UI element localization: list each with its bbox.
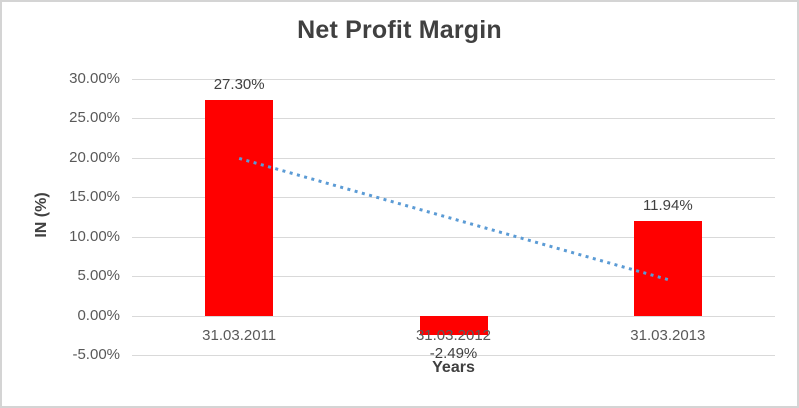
- x-tick-label: 31.03.2012: [415, 327, 492, 344]
- bar-value-label: 27.30%: [213, 76, 265, 94]
- x-axis-title: Years: [432, 359, 475, 376]
- x-tick-label: 31.03.2011: [202, 327, 277, 344]
- y-tick-label: 25.00%: [69, 109, 120, 127]
- bar-value-label: 11.94%: [642, 197, 693, 215]
- y-tick-label: 15.00%: [69, 188, 120, 206]
- chart-title: Net Profit Margin: [297, 16, 502, 44]
- gridline: [132, 118, 775, 120]
- bar: [633, 221, 702, 316]
- y-tick-label: 20.00%: [69, 148, 120, 166]
- gridline: [132, 355, 775, 356]
- y-tick-label: 30.00%: [69, 70, 120, 87]
- gridline: [132, 79, 775, 80]
- y-tick-label: 0.00%: [77, 306, 120, 324]
- y-tick-label: 10.00%: [69, 227, 120, 245]
- bar: [419, 315, 488, 336]
- x-tick-label: 31.03.2013: [630, 327, 706, 344]
- bar-value-label: -2.49%: [429, 345, 478, 362]
- bar: [205, 100, 274, 316]
- y-tick-label: 5.00%: [77, 267, 120, 285]
- y-tick-label: -5.00%: [72, 346, 120, 363]
